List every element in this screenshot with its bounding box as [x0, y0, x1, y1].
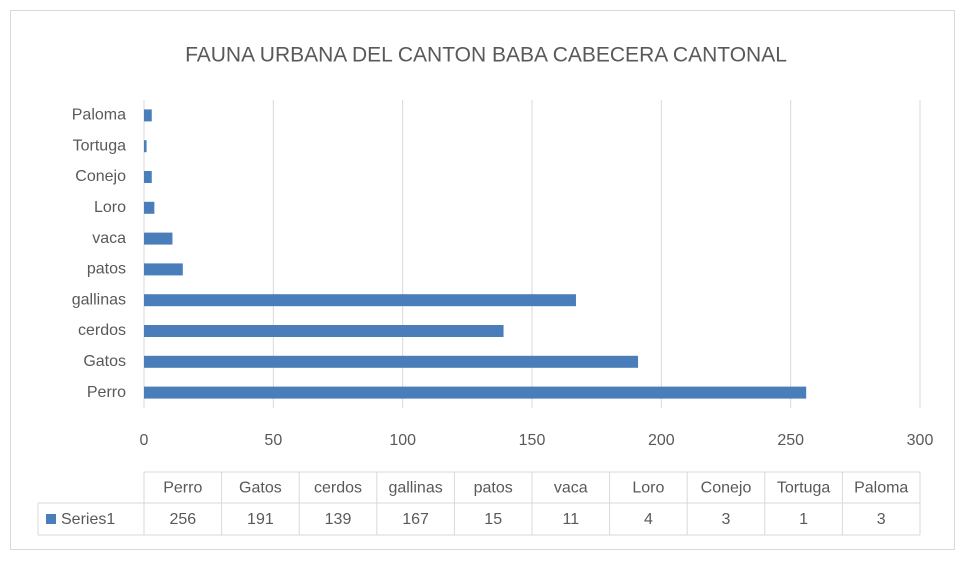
- table-value: 191: [247, 511, 274, 528]
- table-value: 3: [877, 511, 886, 528]
- chart-border: [10, 10, 955, 550]
- table-header: Paloma: [854, 480, 908, 497]
- y-tick-label: Loro: [94, 199, 126, 216]
- y-tick-label: Conejo: [75, 168, 126, 185]
- table-value: 1: [799, 511, 808, 528]
- y-tick-label: Paloma: [72, 107, 126, 124]
- y-tick-label: Gatos: [83, 353, 126, 370]
- table-value: 3: [722, 511, 731, 528]
- x-tick-label: 300: [907, 432, 934, 449]
- table-header: cerdos: [314, 480, 362, 497]
- bar: [144, 263, 183, 276]
- x-tick-label: 0: [140, 432, 149, 449]
- x-tick-label: 150: [519, 432, 546, 449]
- x-tick-label: 200: [648, 432, 675, 449]
- y-tick-label: vaca: [92, 230, 126, 247]
- chart-title: FAUNA URBANA DEL CANTON BABA CABECERA CA…: [185, 44, 787, 67]
- table-header: Gatos: [239, 480, 282, 497]
- y-tick-label: cerdos: [78, 322, 126, 339]
- legend-key: [46, 514, 56, 524]
- legend-label: Series1: [61, 511, 115, 528]
- table-header: Loro: [632, 480, 664, 497]
- table-value: 4: [644, 511, 653, 528]
- table-header: vaca: [554, 480, 588, 497]
- bar: [144, 171, 152, 183]
- table-header: gallinas: [388, 480, 442, 497]
- bar: [144, 201, 155, 214]
- table-header: Tortuga: [777, 480, 830, 497]
- table-value: 15: [484, 511, 502, 528]
- bar: [144, 232, 173, 245]
- bar: [144, 386, 807, 399]
- table-header: patos: [474, 480, 513, 497]
- table-header: Conejo: [701, 480, 752, 497]
- bar: [144, 140, 147, 153]
- table-value: 167: [402, 511, 429, 528]
- bar: [144, 325, 504, 337]
- y-tick-label: Perro: [87, 384, 126, 401]
- table-value: 139: [325, 511, 352, 528]
- x-tick-label: 100: [389, 432, 416, 449]
- table-value: 11: [562, 511, 579, 528]
- y-tick-label: Tortuga: [73, 137, 126, 154]
- y-tick-label: gallinas: [72, 291, 126, 308]
- table-header: Perro: [163, 480, 202, 497]
- x-tick-label: 50: [264, 432, 282, 449]
- y-tick-label: patos: [87, 261, 126, 278]
- bar: [144, 294, 576, 307]
- bar: [144, 109, 152, 122]
- bar: [144, 355, 639, 368]
- table-value: 256: [169, 511, 196, 528]
- x-tick-label: 250: [777, 432, 804, 449]
